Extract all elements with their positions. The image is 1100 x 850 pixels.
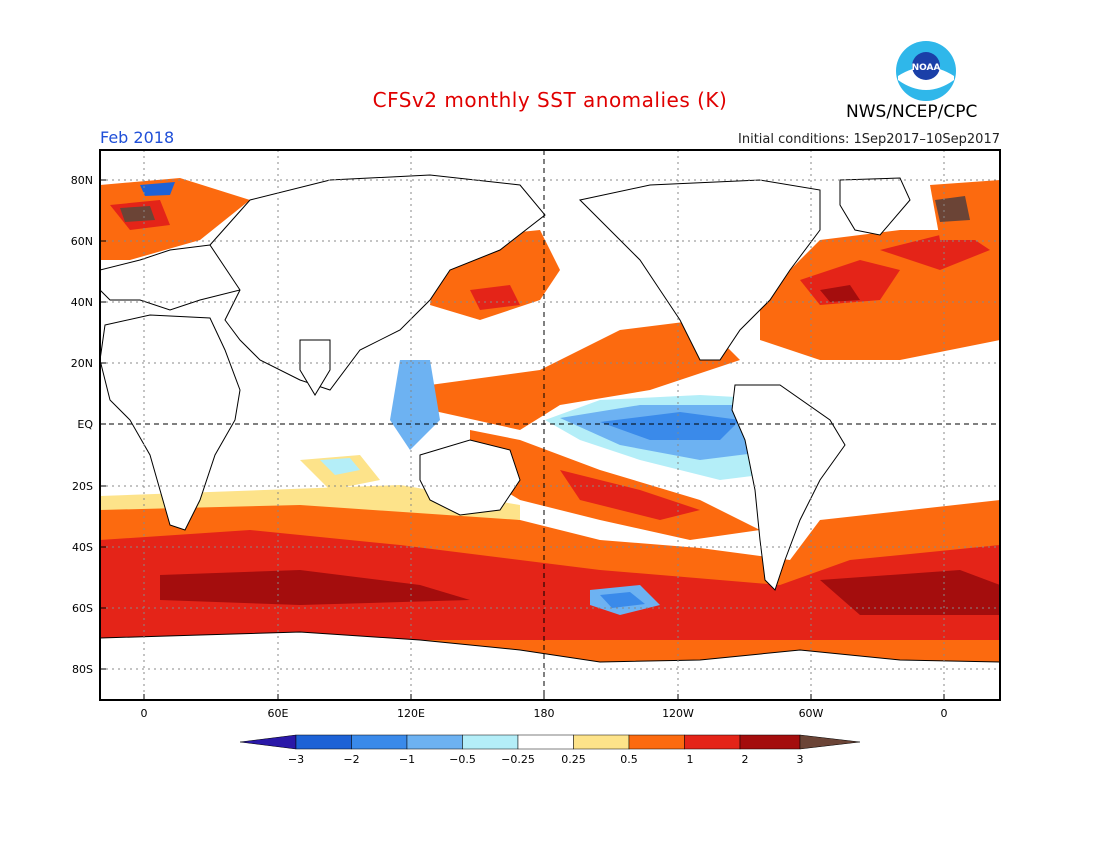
agency-label: NWS/NCEP/CPC xyxy=(846,102,978,122)
asia-landmass xyxy=(209,174,546,391)
lon-label: 0 xyxy=(141,707,148,720)
colorbar-swatch xyxy=(517,734,574,750)
lat-label: EQ xyxy=(77,418,93,431)
colorbar-swatch xyxy=(628,734,685,750)
lat-label: 80S xyxy=(72,663,93,676)
lat-label: 80N xyxy=(71,174,93,187)
colorbar-swatch xyxy=(573,734,630,750)
colorbar-label: 2 xyxy=(742,753,749,766)
antarctica-landmass xyxy=(100,631,1000,700)
greenland-landmass xyxy=(839,177,911,236)
colorbar-label: 3 xyxy=(797,753,804,766)
lon-labels: 0 60E 120E 180 120W 60W 0 xyxy=(141,707,948,720)
india-landmass xyxy=(299,339,331,396)
lat-label: 40S xyxy=(72,541,93,554)
noaa-logo: NOAA xyxy=(895,40,957,102)
lon-label: 60E xyxy=(268,707,289,720)
lat-label: 20N xyxy=(71,357,93,370)
colorbar-swatch xyxy=(351,734,408,750)
logo-text: NOAA xyxy=(912,63,941,73)
colorbar-swatch xyxy=(295,734,352,750)
lat-labels: 80N 60N 40N 20N EQ 20S 40S 60S 80S xyxy=(71,174,94,676)
africa-landmass xyxy=(100,314,241,531)
axis-ticks xyxy=(100,179,945,700)
colorbar-swatch xyxy=(239,734,297,750)
equator-dateline xyxy=(100,150,1000,700)
lon-label: 180 xyxy=(534,707,555,720)
colorbar xyxy=(239,734,861,750)
europe-landmass xyxy=(100,244,251,311)
lon-label: 120E xyxy=(397,707,425,720)
colorbar-swatch xyxy=(739,734,801,750)
colorbar-swatch xyxy=(684,734,741,750)
lon-label: 0 xyxy=(941,707,948,720)
colorbar-swatch xyxy=(799,734,861,750)
initial-conditions-label: Initial conditions: 1Sep2017–10Sep2017 xyxy=(738,132,1000,147)
colorbar-labels: −3 −2 −1 −0.5 −0.25 0.25 0.5 1 2 3 xyxy=(288,753,804,766)
lat-label: 60N xyxy=(71,235,93,248)
forecast-month: Feb 2018 xyxy=(100,128,175,147)
continents xyxy=(100,174,1000,700)
map-frame xyxy=(99,149,1001,701)
colorbar-label: −0.25 xyxy=(501,753,535,766)
north-america-landmass xyxy=(578,179,821,361)
australia-landmass xyxy=(419,439,521,516)
colorbar-swatch xyxy=(406,734,463,750)
lat-label: 60S xyxy=(72,602,93,615)
colorbar-swatch xyxy=(462,734,519,750)
colorbar-label: −3 xyxy=(288,753,304,766)
colorbar-label: 0.5 xyxy=(620,753,638,766)
lon-label: 120W xyxy=(662,707,694,720)
map-title: CFSv2 monthly SST anomalies (K) xyxy=(372,88,728,112)
graticule xyxy=(100,150,1000,700)
lat-label: 40N xyxy=(71,296,93,309)
colorbar-label: 0.25 xyxy=(561,753,586,766)
colorbar-label: −2 xyxy=(343,753,359,766)
lat-label: 20S xyxy=(72,480,93,493)
colorbar-label: 1 xyxy=(687,753,694,766)
colorbar-label: −1 xyxy=(399,753,415,766)
lon-label: 60W xyxy=(799,707,824,720)
colorbar-label: −0.5 xyxy=(449,753,476,766)
